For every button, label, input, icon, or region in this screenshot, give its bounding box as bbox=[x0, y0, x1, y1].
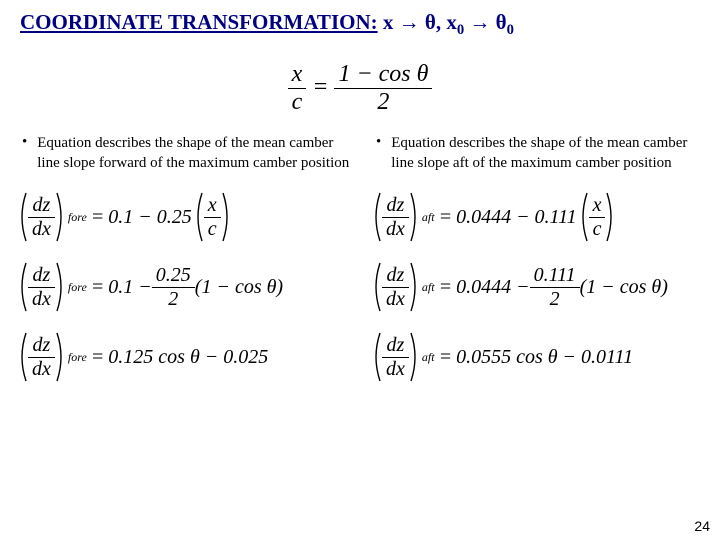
slide-title: COORDINATE TRANSFORMATION: x → θ, x 0 → θ… bbox=[0, 0, 720, 43]
right-bullet-text: Equation describes the shape of the mean… bbox=[391, 134, 704, 173]
bullet-dot: • bbox=[16, 134, 37, 173]
title-sub2: 0 bbox=[507, 22, 514, 38]
left-bullet-text: Equation describes the shape of the mean… bbox=[37, 134, 350, 173]
left-eq3: dzdx fore = 0.125 cos θ − 0.025 bbox=[16, 331, 350, 383]
page-number: 24 bbox=[694, 518, 710, 534]
left-eq2: dzdx fore = 0.1 − 0.252 (1 − cos θ) bbox=[16, 261, 350, 313]
main-equation: x c = 1 − cos θ 2 bbox=[0, 61, 720, 116]
right-eq2: dzdx aft = 0.0444 − 0.1112 (1 − cos θ) bbox=[370, 261, 704, 313]
right-eq3: dzdx aft = 0.0555 cos θ − 0.0111 bbox=[370, 331, 704, 383]
xc-paren: xc bbox=[192, 191, 233, 243]
left-bullet: • Equation describes the shape of the me… bbox=[16, 134, 350, 173]
title-rest: x → θ, x bbox=[378, 10, 457, 34]
right-column: • Equation describes the shape of the me… bbox=[370, 134, 704, 401]
left-column: • Equation describes the shape of the me… bbox=[16, 134, 350, 401]
rhs-frac: 1 − cos θ 2 bbox=[334, 61, 432, 116]
left-eq1: dzdx fore = 0.1 − 0.25 xc bbox=[16, 191, 350, 243]
title-mid: → θ bbox=[464, 10, 506, 34]
title-main: COORDINATE TRANSFORMATION: bbox=[20, 10, 378, 34]
lhs-frac: x c bbox=[288, 61, 307, 116]
columns: • Equation describes the shape of the me… bbox=[0, 126, 720, 401]
deriv-paren: dzdx bbox=[16, 191, 67, 243]
right-bullet: • Equation describes the shape of the me… bbox=[370, 134, 704, 173]
right-eq1: dzdx aft = 0.0444 − 0.111 xc bbox=[370, 191, 704, 243]
